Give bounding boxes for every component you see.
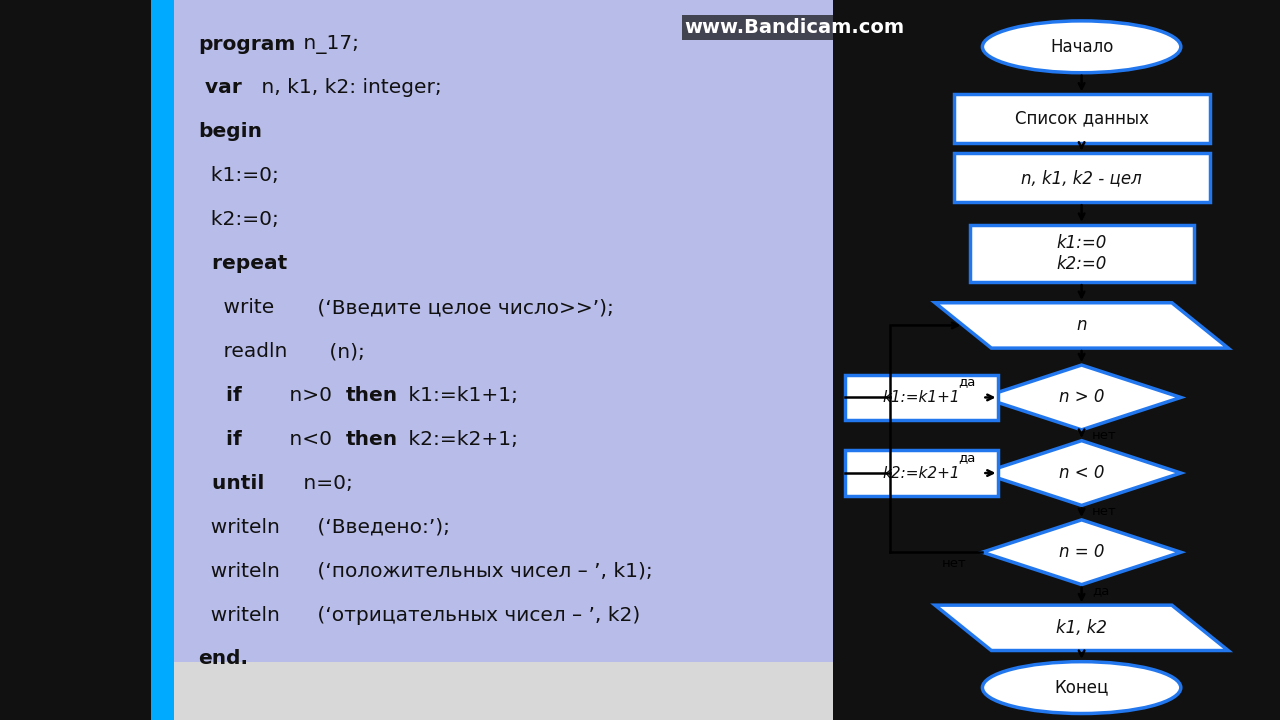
Text: (‘Введено:’);: (‘Введено:’); — [311, 518, 449, 536]
FancyBboxPatch shape — [954, 94, 1210, 143]
Text: n < 0: n < 0 — [1059, 464, 1105, 482]
Polygon shape — [934, 303, 1229, 348]
Text: begin: begin — [198, 122, 262, 141]
Text: k1:=k1+1;: k1:=k1+1; — [402, 386, 518, 405]
Text: Список данных: Список данных — [1015, 110, 1148, 128]
Text: k1:=0;: k1:=0; — [198, 166, 279, 185]
Text: n_17;: n_17; — [297, 35, 360, 53]
Text: writeln: writeln — [198, 562, 280, 580]
Text: then: then — [346, 386, 398, 405]
Text: нет: нет — [1092, 505, 1116, 518]
Text: да: да — [1092, 584, 1110, 597]
Text: k2:=0;: k2:=0; — [198, 210, 279, 229]
Text: n = 0: n = 0 — [1059, 543, 1105, 562]
FancyBboxPatch shape — [954, 153, 1210, 202]
Text: n=0;: n=0; — [297, 474, 353, 492]
Text: n > 0: n > 0 — [1059, 389, 1105, 406]
Text: n<0: n<0 — [283, 430, 338, 449]
Polygon shape — [983, 520, 1180, 585]
Text: (‘Введите целое число>>’);: (‘Введите целое число>>’); — [311, 298, 613, 317]
FancyBboxPatch shape — [833, 0, 1280, 720]
Text: end.: end. — [198, 649, 248, 668]
Text: k2:=k2+1: k2:=k2+1 — [883, 466, 960, 480]
Text: k1:=k1+1: k1:=k1+1 — [883, 390, 960, 405]
Text: readln: readln — [198, 342, 288, 361]
Text: (‘отрицательных чисел – ’, k2): (‘отрицательных чисел – ’, k2) — [311, 606, 640, 624]
Text: да: да — [959, 451, 977, 464]
Text: Конец: Конец — [1055, 678, 1108, 697]
Text: writeln: writeln — [198, 606, 280, 624]
Polygon shape — [983, 441, 1180, 505]
Ellipse shape — [982, 21, 1180, 73]
FancyBboxPatch shape — [174, 0, 833, 720]
Text: (‘положительных чисел – ’, k1);: (‘положительных чисел – ’, k1); — [311, 562, 653, 580]
Ellipse shape — [982, 662, 1180, 714]
Text: if: if — [198, 430, 242, 449]
Text: n, k1, k2 - цел: n, k1, k2 - цел — [1021, 169, 1142, 187]
Polygon shape — [983, 365, 1180, 430]
FancyBboxPatch shape — [151, 0, 174, 720]
Text: write: write — [198, 298, 275, 317]
Text: program: program — [198, 35, 296, 53]
FancyBboxPatch shape — [174, 662, 833, 720]
Text: нет: нет — [942, 557, 966, 570]
FancyBboxPatch shape — [970, 225, 1193, 282]
Text: n: n — [1076, 317, 1087, 334]
FancyBboxPatch shape — [845, 375, 998, 420]
Text: Начало: Начало — [1050, 38, 1114, 56]
Text: www.Bandicam.com: www.Bandicam.com — [685, 18, 905, 37]
Text: if: if — [198, 386, 242, 405]
Text: да: да — [959, 375, 977, 388]
Text: repeat: repeat — [198, 254, 288, 273]
Text: then: then — [346, 430, 398, 449]
Text: n>0: n>0 — [283, 386, 338, 405]
Polygon shape — [934, 605, 1229, 651]
Text: writeln: writeln — [198, 518, 280, 536]
Text: n, k1, k2: integer;: n, k1, k2: integer; — [255, 78, 442, 97]
Text: k1:=0
k2:=0: k1:=0 k2:=0 — [1056, 234, 1107, 273]
Text: var: var — [198, 78, 242, 97]
Text: k2:=k2+1;: k2:=k2+1; — [402, 430, 518, 449]
Text: (n);: (n); — [324, 342, 365, 361]
Text: until: until — [198, 474, 265, 492]
FancyBboxPatch shape — [845, 451, 998, 495]
FancyBboxPatch shape — [0, 0, 151, 720]
Text: нет: нет — [1092, 429, 1116, 442]
Text: k1, k2: k1, k2 — [1056, 619, 1107, 637]
